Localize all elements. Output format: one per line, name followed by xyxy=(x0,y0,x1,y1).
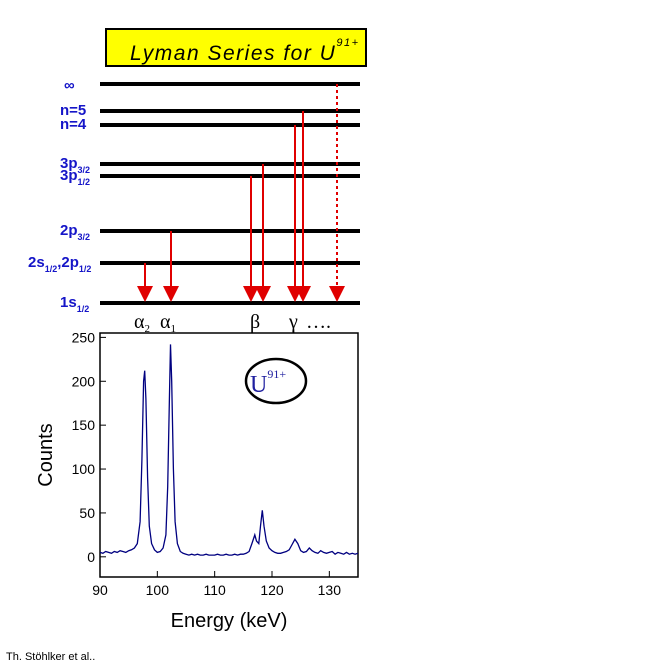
transition-sub: 2 xyxy=(144,323,150,335)
transition-label: α1 xyxy=(160,311,176,335)
level-label: 2s1/2,2p1/2 xyxy=(28,254,91,274)
annotation-ellipse xyxy=(244,357,308,405)
plot-frame xyxy=(99,332,359,578)
transition-name: β xyxy=(250,311,260,333)
y-tick-label: 150 xyxy=(72,417,96,433)
x-tick-label: 130 xyxy=(318,582,342,598)
level-name: 3p xyxy=(60,167,78,184)
level-name: 2s xyxy=(28,254,45,271)
annotation-text: U xyxy=(250,372,267,398)
spectrum-line xyxy=(99,344,359,556)
y-tick-label: 50 xyxy=(79,505,95,521)
level-sub: 1/2 xyxy=(45,264,58,274)
x-axis-label: Energy (keV) xyxy=(171,610,288,632)
y-tick-label: 250 xyxy=(72,329,96,345)
level-name: 3p xyxy=(60,155,78,172)
y-axis-label: Counts xyxy=(35,423,57,486)
transition-name: γ xyxy=(288,311,298,333)
transition-name: α xyxy=(134,311,145,333)
annotation-sup: 91+ xyxy=(267,367,286,381)
transition-label: β xyxy=(250,311,260,333)
title: Lyman Series for U91+ xyxy=(130,37,360,65)
transition-name: α xyxy=(160,311,171,333)
x-tick-label: 110 xyxy=(204,582,227,598)
level-name: ,2p xyxy=(57,254,79,271)
level-name: 1s xyxy=(60,294,77,311)
level-label: 3p3/2 xyxy=(60,155,90,175)
title-box xyxy=(105,28,367,67)
level-sub: 1/2 xyxy=(79,264,92,274)
level-label: ∞ xyxy=(64,77,75,94)
level-label: 3p1/2 xyxy=(60,167,90,187)
level-label: n=5 xyxy=(60,102,86,119)
y-tick-label: 0 xyxy=(87,549,95,565)
level-label: n=4 xyxy=(60,116,87,133)
level-name: ∞ xyxy=(64,77,75,94)
annotation: U91+ xyxy=(250,367,286,398)
level-name: n=4 xyxy=(60,116,87,133)
transition-name: …. xyxy=(306,311,331,333)
level-name: 2p xyxy=(60,222,78,239)
transition-label: …. xyxy=(306,311,331,333)
transition-label: γ xyxy=(288,311,298,333)
level-sub: 3/2 xyxy=(78,232,91,242)
transition-sub: 1 xyxy=(170,323,176,335)
y-tick-label: 200 xyxy=(72,373,96,389)
x-tick-label: 90 xyxy=(92,582,108,598)
level-sub: 1/2 xyxy=(78,177,91,187)
level-label: 1s1/2 xyxy=(60,294,89,314)
level-sub: 3/2 xyxy=(78,165,91,175)
transition-label: α2 xyxy=(134,311,150,335)
x-tick-label: 100 xyxy=(146,582,170,598)
level-sub: 1/2 xyxy=(77,304,90,314)
credit: Th. Stöhlker et al.. xyxy=(6,651,95,663)
level-label: 2p3/2 xyxy=(60,222,90,242)
level-name: n=5 xyxy=(60,102,86,119)
x-tick-label: 120 xyxy=(260,582,284,598)
y-tick-label: 100 xyxy=(72,461,96,477)
